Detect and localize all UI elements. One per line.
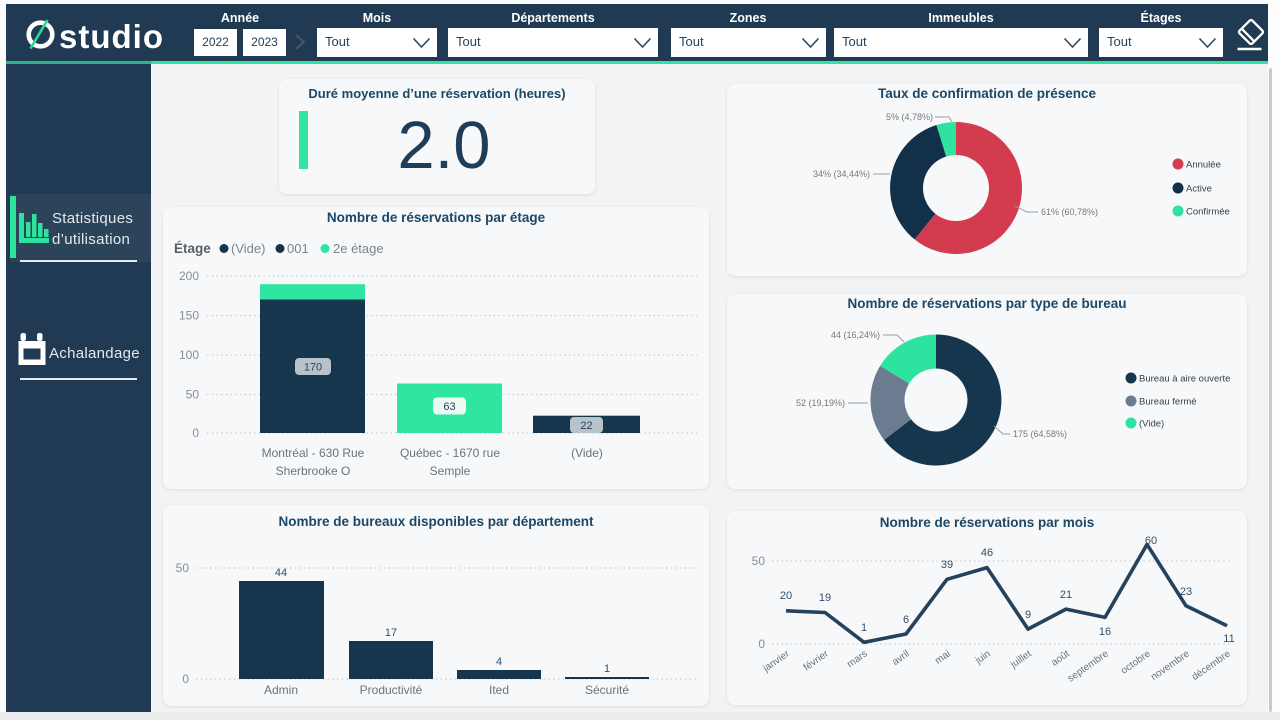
- svg-text:44: 44: [275, 567, 287, 579]
- svg-text:6: 6: [903, 614, 909, 626]
- svg-text:septembre: septembre: [1066, 648, 1111, 684]
- svg-text:44 (16,24%): 44 (16,24%): [831, 330, 880, 340]
- svg-text:001: 001: [287, 241, 309, 256]
- svg-text:46: 46: [981, 547, 993, 559]
- svg-text:63: 63: [443, 401, 455, 413]
- svg-text:200: 200: [179, 269, 199, 283]
- svg-text:Annulée: Annulée: [1186, 160, 1221, 171]
- svg-text:février: février: [802, 648, 832, 673]
- svg-text:61% (60,78%): 61% (60,78%): [1041, 207, 1098, 217]
- svg-text:décembre: décembre: [1190, 648, 1233, 683]
- svg-text:22: 22: [580, 420, 592, 432]
- svg-text:11: 11: [1223, 633, 1234, 645]
- svg-text:50: 50: [752, 554, 766, 568]
- svg-text:octobre: octobre: [1119, 648, 1153, 676]
- svg-text:Semple: Semple: [430, 464, 471, 478]
- svg-text:16: 16: [1099, 626, 1111, 638]
- svg-text:39: 39: [941, 559, 953, 571]
- svg-text:1: 1: [861, 622, 867, 634]
- svg-text:150: 150: [179, 309, 199, 323]
- svg-text:Québec - 1670 rue: Québec - 1670 rue: [400, 446, 500, 460]
- svg-text:Active: Active: [1186, 184, 1212, 195]
- svg-text:(Vide): (Vide): [231, 241, 265, 256]
- svg-text:34% (34,44%): 34% (34,44%): [813, 169, 870, 179]
- svg-text:Étage: Étage: [174, 241, 211, 256]
- svg-text:5% (4,78%): 5% (4,78%): [886, 112, 933, 122]
- svg-text:19: 19: [819, 592, 831, 604]
- svg-text:17: 17: [385, 627, 397, 639]
- svg-text:20: 20: [780, 590, 792, 602]
- svg-text:9: 9: [1025, 609, 1031, 621]
- svg-text:60: 60: [1145, 535, 1157, 547]
- svg-text:juillet: juillet: [1008, 648, 1034, 671]
- svg-text:2e étage: 2e étage: [333, 241, 384, 256]
- svg-text:Montréal - 630 Rue: Montréal - 630 Rue: [262, 446, 365, 460]
- svg-text:Productivité: Productivité: [360, 683, 423, 697]
- svg-text:0: 0: [758, 637, 765, 651]
- svg-text:janvier: janvier: [760, 648, 792, 675]
- svg-text:0: 0: [182, 672, 189, 686]
- svg-text:Sécurité: Sécurité: [585, 683, 629, 697]
- svg-text:avril: avril: [890, 648, 911, 668]
- svg-text:100: 100: [179, 348, 199, 362]
- svg-text:mai: mai: [933, 648, 953, 666]
- svg-text:0: 0: [192, 426, 199, 440]
- svg-text:novembre: novembre: [1149, 648, 1192, 683]
- svg-text:1: 1: [604, 663, 610, 675]
- svg-text:50: 50: [186, 388, 200, 402]
- svg-text:mars: mars: [845, 648, 870, 670]
- svg-text:52 (19,19%): 52 (19,19%): [796, 398, 845, 408]
- svg-text:Confirmée: Confirmée: [1186, 207, 1230, 218]
- svg-text:août: août: [1049, 648, 1071, 668]
- svg-text:170: 170: [304, 362, 322, 374]
- svg-text:(Vide): (Vide): [571, 446, 603, 460]
- svg-text:Bureau fermé: Bureau fermé: [1139, 397, 1197, 408]
- svg-text:175 (64,58%): 175 (64,58%): [1013, 429, 1067, 439]
- svg-text:Sherbrooke O: Sherbrooke O: [276, 464, 351, 478]
- svg-text:21: 21: [1060, 589, 1072, 601]
- svg-text:4: 4: [496, 656, 502, 668]
- svg-text:juin: juin: [973, 648, 993, 667]
- svg-text:Admin: Admin: [264, 683, 298, 697]
- svg-text:Ited: Ited: [489, 683, 509, 697]
- svg-text:(Vide): (Vide): [1139, 419, 1164, 430]
- svg-text:50: 50: [176, 561, 190, 575]
- svg-text:23: 23: [1180, 586, 1192, 598]
- svg-text:Bureau à aire ouverte: Bureau à aire ouverte: [1139, 374, 1230, 385]
